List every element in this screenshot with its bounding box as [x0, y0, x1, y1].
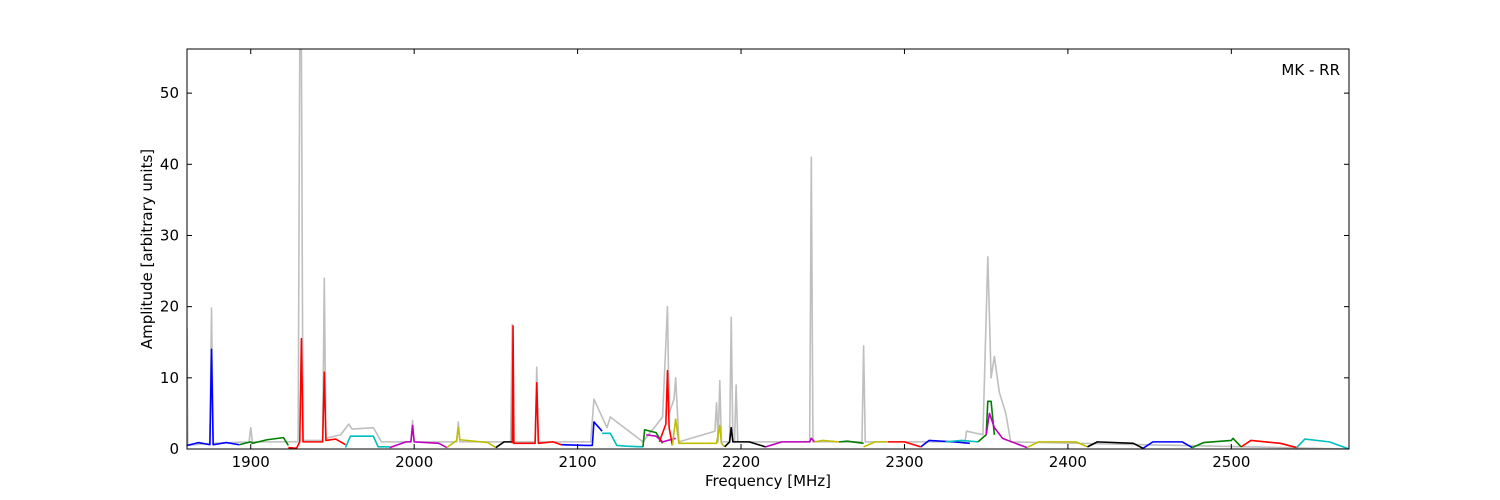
series-line: [1240, 439, 1297, 449]
series-line: [344, 435, 390, 448]
series-line: [187, 49, 1349, 449]
x-tick-label: 2100: [559, 453, 597, 471]
series-line: [1026, 441, 1088, 449]
plot-area: [187, 49, 1349, 449]
series-line: [495, 441, 513, 449]
series-line: [671, 418, 726, 448]
x-tick-label: 1900: [232, 453, 270, 471]
y-tick-label: 50: [160, 84, 179, 102]
x-tick-label: 2000: [395, 453, 433, 471]
series-line: [239, 436, 290, 446]
series-line: [1191, 437, 1242, 449]
series-line: [863, 441, 889, 448]
series-line: [977, 400, 996, 443]
series-line: [646, 433, 676, 443]
series-line: [1296, 438, 1349, 449]
series-line: [724, 426, 766, 448]
series-line: [765, 437, 816, 448]
series-line: [389, 424, 448, 449]
plot-lines: [187, 49, 1349, 449]
series-line: [658, 369, 674, 446]
annotation: MK - RR: [1281, 61, 1340, 79]
x-tick-label: 2300: [885, 453, 923, 471]
series-line: [1087, 441, 1144, 449]
y-tick-label: 40: [160, 155, 179, 173]
series-line: [1142, 441, 1193, 449]
y-tick-label: 30: [160, 226, 179, 244]
x-tick-label: 2500: [1212, 453, 1250, 471]
y-tick-label: 0: [169, 440, 179, 458]
series-line: [511, 325, 562, 446]
y-tick-label: 10: [160, 369, 179, 387]
x-tick-label: 2200: [722, 453, 760, 471]
series-line: [187, 348, 240, 447]
x-axis-label: Frequency [MHz]: [705, 472, 831, 490]
series-line: [814, 439, 840, 443]
x-tick-label: 2400: [1049, 453, 1087, 471]
series-line: [839, 440, 864, 445]
series-line: [985, 412, 1028, 449]
series-line: [920, 439, 970, 448]
series-line: [888, 441, 922, 448]
series-line: [642, 428, 664, 447]
series-line: [602, 432, 644, 448]
series-line: [945, 439, 979, 443]
y-axis-label: Amplitude [arbitrary units]: [138, 149, 156, 349]
series-line: [446, 426, 497, 449]
plot-frame: [186, 48, 1350, 450]
y-tick-label: 20: [160, 298, 179, 316]
series-line: [288, 337, 346, 449]
